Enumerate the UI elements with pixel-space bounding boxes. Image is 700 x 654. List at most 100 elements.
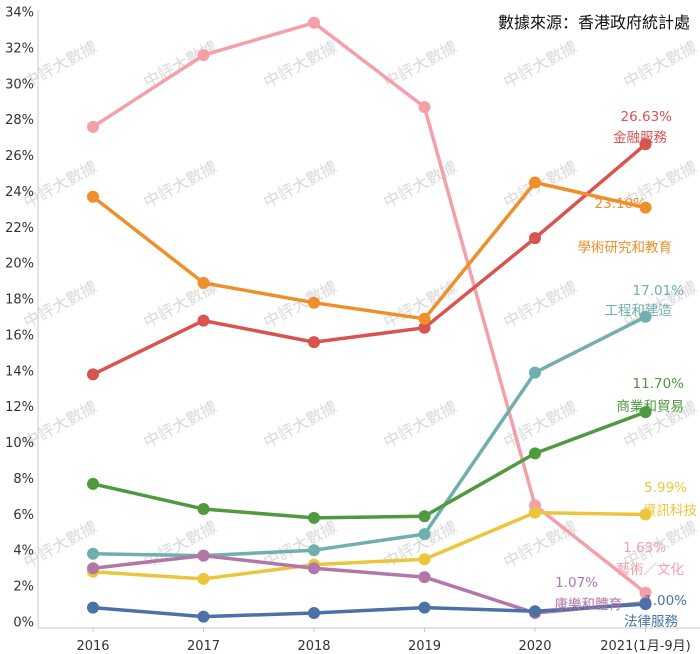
watermark-text: 中評大數據 [140, 517, 220, 571]
data-point-it [418, 553, 431, 566]
y-tick-label: 24% [5, 185, 34, 200]
data-point-it [529, 506, 541, 519]
series-value-label-trade: 11.70% [633, 376, 685, 392]
data-point-legal [529, 605, 541, 618]
x-tick-label: 2018 [297, 639, 330, 654]
data-point-research [87, 190, 99, 203]
data-point-research [529, 176, 541, 189]
y-tick-label: 14% [5, 364, 34, 379]
y-tick-label: 2% [13, 580, 34, 595]
data-point-engineering [418, 528, 431, 541]
data-point-finance [197, 314, 210, 327]
series-line-it [91, 510, 648, 581]
y-tick-label: 26% [5, 149, 34, 164]
x-tick-label: 2020 [518, 639, 551, 654]
series-value-label-it: 5.99% [644, 480, 687, 496]
y-tick-label: 34% [5, 6, 34, 21]
y-tick-label: 8% [13, 472, 34, 487]
data-point-arts [639, 586, 652, 599]
data-point-it [197, 572, 210, 585]
data-point-arts [418, 101, 431, 114]
watermark-text: 中評大數據 [380, 157, 460, 211]
series-name-label-trade: 商業和貿易 [617, 399, 685, 415]
data-point-arts [308, 16, 320, 29]
series-line-arts [91, 21, 648, 595]
series-value-label-research: 23.10% [595, 196, 647, 212]
data-point-trade [308, 511, 320, 524]
series-line-finance [91, 142, 648, 377]
series-value-label-engineering: 17.01% [633, 283, 685, 299]
series-value-label-arts: 1.63% [623, 540, 666, 556]
watermark-text: 中評大數據 [260, 157, 340, 211]
data-point-finance [639, 138, 652, 151]
series-name-label-legal: 法律服務 [624, 614, 678, 630]
x-tick-label: 2019 [408, 639, 441, 654]
series-name-label-arts: 藝術／文化 [617, 562, 685, 578]
y-axis: 0% 2% 4% 6% 8% 10% 12% 14% 16% 18% 20% 22% 24% 26% 28%… [5, 6, 34, 631]
watermark-text: 中評大數據 [500, 277, 580, 331]
data-point-trade [529, 447, 541, 460]
y-tick-label: 4% [13, 544, 34, 559]
series-line-legal [91, 602, 648, 619]
y-tick-label: 12% [5, 400, 34, 415]
data-point-arts [197, 49, 210, 62]
data-point-health [87, 562, 99, 575]
data-point-trade [87, 477, 99, 490]
y-tick-label: 10% [5, 436, 34, 451]
data-point-trade [418, 510, 431, 523]
data-point-research [639, 201, 652, 214]
x-tick-label: 2016 [76, 639, 109, 654]
y-tick-label: 16% [5, 329, 34, 344]
watermark-text: 中評大數據 [260, 37, 340, 91]
data-point-arts [87, 120, 99, 133]
data-point-health [308, 562, 320, 575]
y-tick-label: 0% [13, 616, 34, 631]
x-tick-label: 2021(1月-9月) [600, 639, 690, 654]
y-tick-label: 22% [5, 221, 34, 236]
data-point-engineering [529, 366, 541, 379]
data-point-engineering [639, 310, 652, 323]
watermark-text: 中評大數據 [260, 397, 340, 451]
watermark-text: 中評大數據 [380, 397, 460, 451]
data-point-research [197, 276, 210, 289]
x-tick-label: 2017 [187, 639, 220, 654]
watermark-text: 中評大數據 [140, 37, 220, 91]
series-line-engineering [91, 315, 648, 558]
data-point-engineering [308, 544, 320, 557]
series-value-label-health: 1.07% [555, 575, 598, 591]
watermark-text: 中評大數據 [380, 517, 460, 571]
data-point-it [639, 508, 652, 521]
watermark-text: 中評大數據 [140, 157, 220, 211]
data-point-finance [529, 232, 541, 245]
y-tick-label: 18% [5, 293, 34, 308]
y-tick-label: 30% [5, 77, 34, 92]
data-point-health [197, 549, 210, 562]
series-name-label-engineering: 工程和建造 [605, 303, 673, 319]
data-point-finance [87, 368, 99, 381]
watermark-text: 中評大數據 [140, 397, 220, 451]
data-point-trade [197, 503, 210, 515]
watermark-text: 中評大數據 [500, 37, 580, 91]
y-tick-label: 32% [5, 41, 34, 56]
data-point-engineering [87, 547, 99, 560]
series-labels: 1.63% 藝術／文化 26.63% 金融服務 23.10% 學術研究和教育 17.01% 工… [555, 109, 698, 630]
watermark-text: 中評大數據 [620, 37, 700, 91]
source-note: 數據來源：香港政府統計處 [498, 13, 690, 32]
data-point-legal [418, 601, 431, 614]
series-line-trade [91, 410, 648, 520]
data-point-finance [418, 321, 431, 334]
data-point-trade [639, 406, 652, 419]
y-tick-label: 20% [5, 257, 34, 272]
series-points [87, 16, 652, 623]
data-point-legal [308, 607, 320, 619]
y-tick-label: 28% [5, 113, 34, 128]
data-point-legal [87, 601, 99, 614]
series-lines [91, 21, 648, 619]
y-tick-label: 6% [13, 508, 34, 523]
data-point-legal [639, 598, 652, 611]
data-point-research [308, 296, 320, 309]
x-axis: 2016 2017 2018 2019 2020 2021(1月-9月) [76, 628, 691, 654]
series-name-label-health: 康樂和體育 [555, 596, 623, 613]
series-value-label-legal: 1.00% [644, 593, 687, 609]
